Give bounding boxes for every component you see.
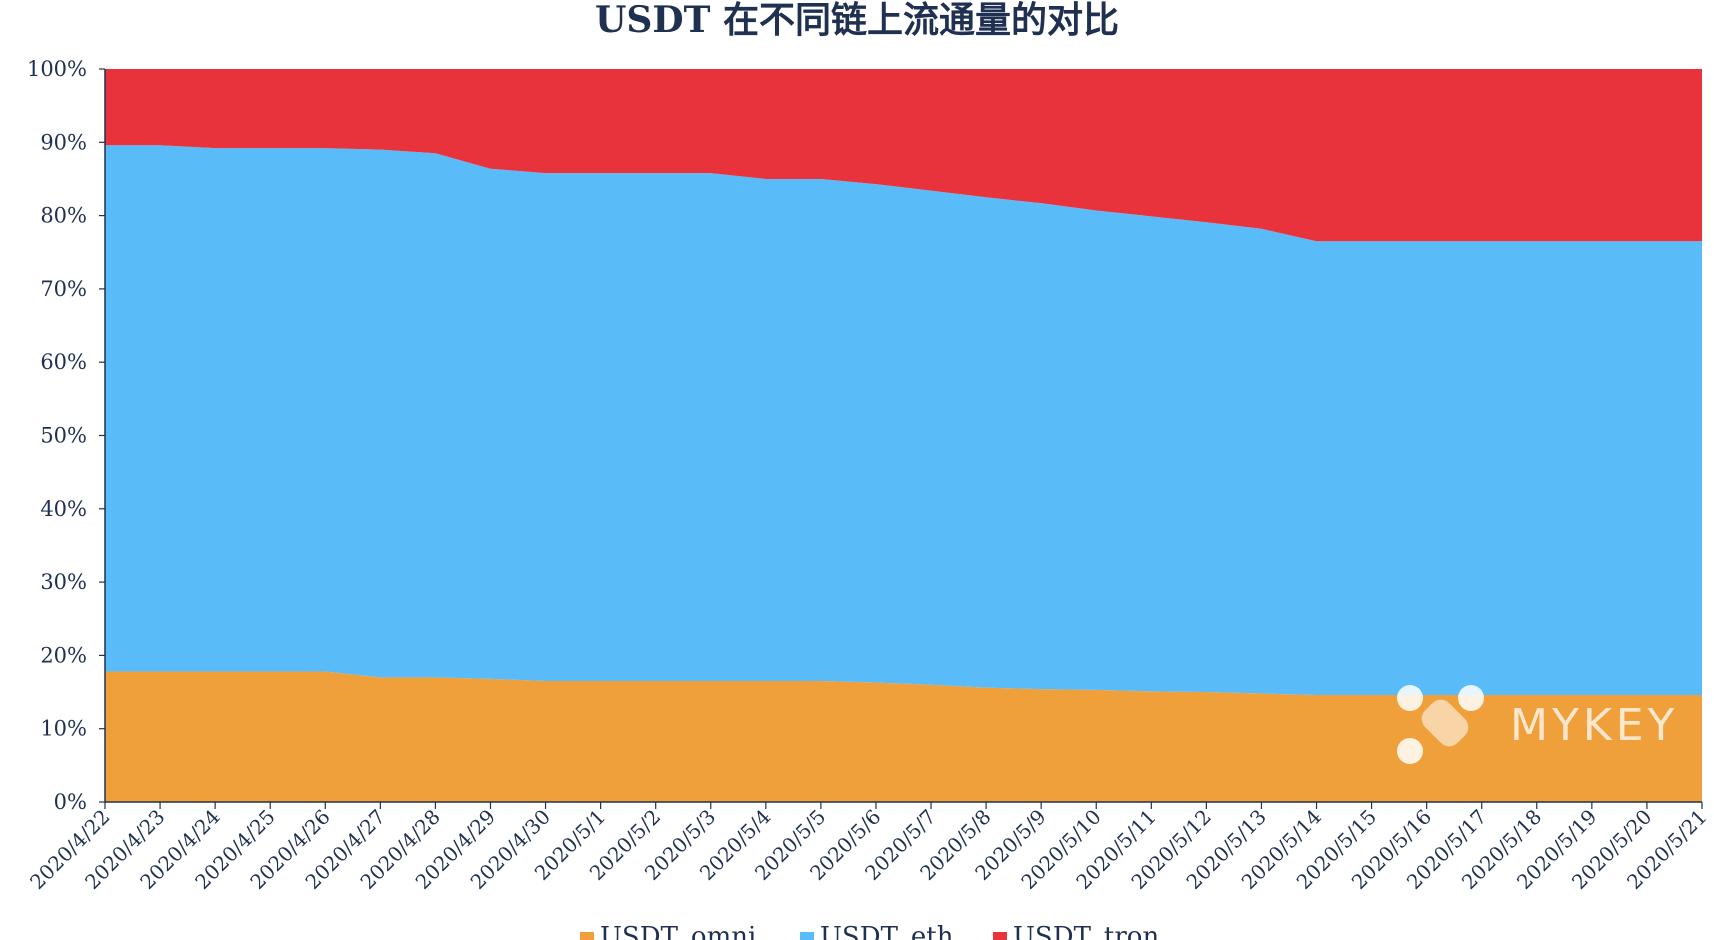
y-tick-label: 40% (40, 497, 87, 521)
area-usdt-omni (105, 671, 1702, 802)
watermark-dot-bottom-left (1397, 738, 1423, 764)
legend-swatch-usdt-omni (580, 932, 594, 940)
watermark-dot-top-left (1397, 685, 1423, 711)
mykey-watermark: MYKEY (1397, 685, 1678, 764)
legend-label-usdt-omni: USDT_omni (600, 922, 756, 940)
area-usdt-tron (105, 69, 1702, 242)
y-tick-label: 20% (40, 643, 87, 667)
y-tick-label: 100% (27, 57, 87, 81)
legend-swatch-usdt-tron (993, 932, 1007, 940)
y-tick-label: 10% (40, 717, 87, 741)
watermark-dot-top-right (1458, 685, 1484, 711)
chart-title: USDT 在不同链上流通量的对比 (595, 0, 1119, 41)
y-tick-label: 90% (40, 130, 87, 154)
legend-label-usdt-eth: USDT_eth (820, 922, 954, 940)
legend-swatch-usdt-eth (800, 932, 814, 940)
x-axis-ticks: 2020/4/222020/4/232020/4/242020/4/252020… (25, 802, 1712, 894)
y-tick-label: 0% (54, 790, 87, 814)
plot-areas (105, 69, 1702, 802)
y-tick-label: 70% (40, 277, 87, 301)
legend-label-usdt-tron: USDT_tron (1013, 922, 1159, 940)
watermark-text: MYKEY (1510, 700, 1678, 751)
legend: USDT_omni USDT_eth USDT_tron (580, 922, 1159, 940)
area-usdt-eth (105, 145, 1702, 695)
y-axis-ticks: 0% 10% 20% 30% 40% 50% 60% 70% 80% 90% 100% (27, 57, 105, 814)
y-tick-label: 50% (40, 424, 87, 448)
y-tick-label: 30% (40, 570, 87, 594)
watermark-diamond (1421, 699, 1469, 747)
y-tick-label: 60% (40, 350, 87, 374)
y-tick-label: 80% (40, 204, 87, 228)
